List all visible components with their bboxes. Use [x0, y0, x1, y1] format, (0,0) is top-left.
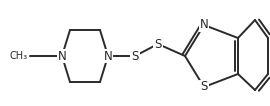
Text: N: N: [104, 50, 112, 63]
Text: CH₃: CH₃: [10, 51, 28, 61]
Text: S: S: [154, 38, 162, 50]
Text: N: N: [200, 19, 208, 31]
Text: N: N: [58, 50, 66, 63]
Text: S: S: [200, 80, 208, 93]
Text: S: S: [131, 50, 139, 63]
